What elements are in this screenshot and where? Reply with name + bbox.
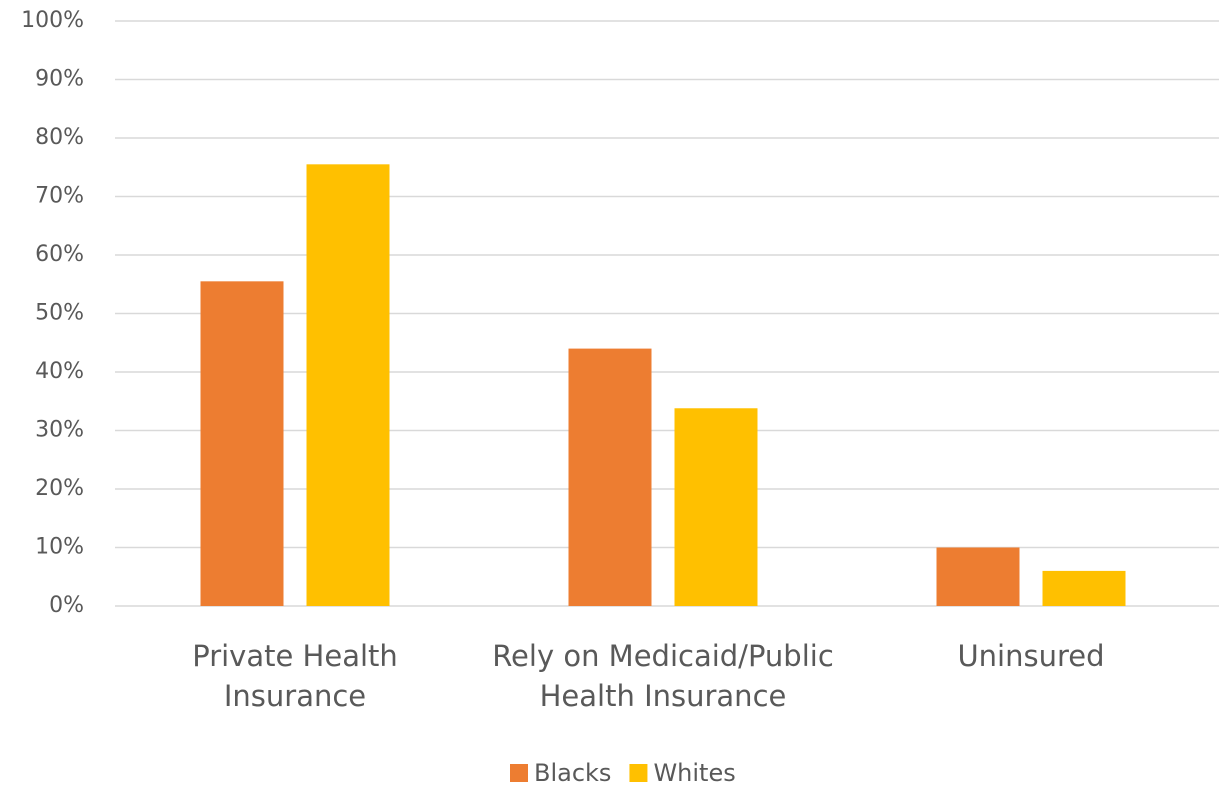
legend-label: Whites xyxy=(653,759,735,786)
bar xyxy=(1042,570,1126,606)
y-tick-label: 30% xyxy=(35,418,84,443)
y-tick-label: 50% xyxy=(35,301,84,326)
y-tick-label: 20% xyxy=(35,476,84,501)
bar xyxy=(674,408,758,606)
bar xyxy=(936,547,1020,606)
x-tick-label: Uninsured xyxy=(957,639,1105,673)
y-tick-label: 80% xyxy=(35,125,84,150)
bar xyxy=(568,348,652,606)
legend-label: Blacks xyxy=(534,759,611,786)
y-tick-label: 60% xyxy=(35,242,84,267)
y-tick-label: 10% xyxy=(35,535,84,560)
bar xyxy=(200,281,284,606)
y-tick-label: 0% xyxy=(49,593,84,618)
y-tick-label: 100% xyxy=(21,8,84,33)
y-tick-label: 40% xyxy=(35,359,84,384)
legend-swatch xyxy=(629,764,648,782)
y-tick-label: 70% xyxy=(35,184,84,209)
y-tick-label: 90% xyxy=(35,67,84,92)
x-tick-label: Rely on Medicaid/Public Health Insurance xyxy=(492,639,834,713)
bar xyxy=(306,164,390,606)
x-tick-label: Private Health Insurance xyxy=(192,639,398,713)
legend-swatch xyxy=(510,764,528,782)
